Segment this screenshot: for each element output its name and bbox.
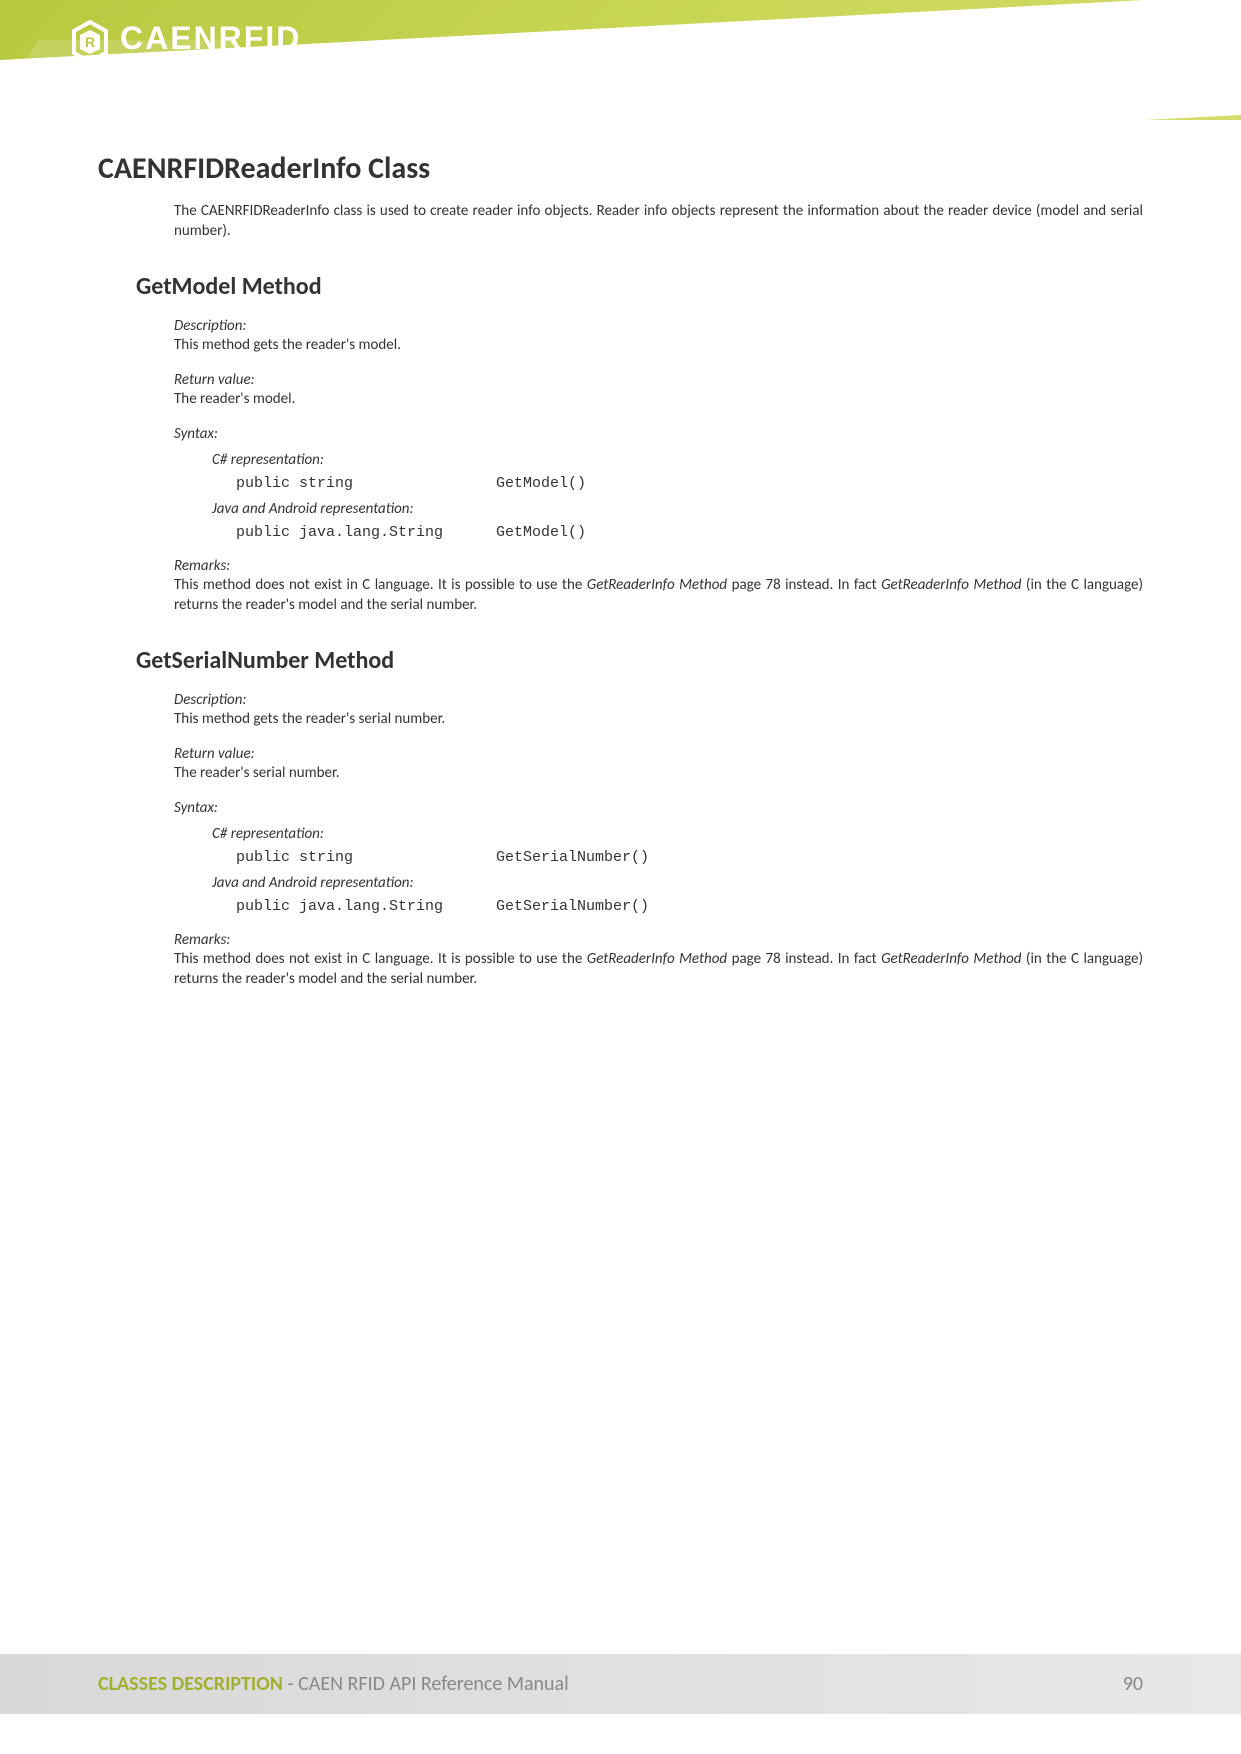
code-left: public string [236,849,496,866]
svg-text:R: R [85,34,95,50]
java-label: Java and Android representation: [212,874,1143,892]
footer-title: CLASSES DESCRIPTION - CAEN RFID API Refe… [98,1672,569,1696]
return-label: Return value: [174,745,1143,763]
return-block: Return value: The reader's model. [174,371,1143,409]
description-block: Description: This method gets the reader… [174,317,1143,355]
description-text: This method gets the reader's serial num… [174,709,1143,729]
content: CAENRFIDReaderInfo Class The CAENRFIDRea… [0,120,1241,990]
logo-icon: R [70,20,110,64]
remarks-pre: This method does not exist in C language… [174,576,587,594]
return-text: The reader's serial number. [174,763,1143,783]
code-right: GetSerialNumber() [496,898,649,915]
description-text: This method gets the reader's model. [174,335,1143,355]
remarks-label: Remarks: [174,557,1143,575]
java-code: public java.lang.String GetSerialNumber(… [236,898,1143,915]
remarks-block: Remarks: This method does not exist in C… [174,557,1143,616]
remarks-block: Remarks: This method does not exist in C… [174,931,1143,990]
intro-text: The CAENRFIDReaderInfo class is used to … [174,201,1143,242]
footer-section: CLASSES DESCRIPTION [98,1672,283,1696]
remarks-link[interactable]: GetReaderInfo Method [587,576,727,594]
logo-main-text: CAENRFID [120,20,301,57]
code-left: public java.lang.String [236,898,496,915]
return-block: Return value: The reader's serial number… [174,745,1143,783]
syntax-block: Syntax: C# representation: public string… [174,425,1143,541]
remarks-text: This method does not exist in C language… [174,949,1143,990]
code-right: GetModel() [496,475,586,492]
remarks-link[interactable]: GetReaderInfo Method [881,576,1021,594]
logo-tagline: THE ART OF IDENTIFICATION [122,55,301,64]
remarks-pre: This method does not exist in C language… [174,950,587,968]
description-label: Description: [174,317,1143,335]
csharp-label: C# representation: [212,825,1143,843]
code-left: public java.lang.String [236,524,496,541]
syntax-block: Syntax: C# representation: public string… [174,799,1143,915]
method-heading: GetModel Method [136,272,1143,301]
syntax-label: Syntax: [174,799,1143,817]
code-left: public string [236,475,496,492]
footer-separator: - [283,1672,298,1696]
remarks-mid: page 78 instead. In fact [727,950,881,968]
remarks-text: This method does not exist in C language… [174,575,1143,616]
java-code: public java.lang.String GetModel() [236,524,1143,541]
remarks-link[interactable]: GetReaderInfo Method [587,950,727,968]
logo: R CAENRFID THE ART OF IDENTIFICATION [70,20,301,64]
description-label: Description: [174,691,1143,709]
return-label: Return value: [174,371,1143,389]
page-number: 90 [1123,1672,1143,1696]
csharp-code: public string GetModel() [236,475,1143,492]
method-heading: GetSerialNumber Method [136,646,1143,675]
csharp-label: C# representation: [212,451,1143,469]
description-block: Description: This method gets the reader… [174,691,1143,729]
code-right: GetModel() [496,524,586,541]
page-title: CAENRFIDReaderInfo Class [98,150,1143,187]
syntax-label: Syntax: [174,425,1143,443]
remarks-mid: page 78 instead. In fact [727,576,881,594]
return-text: The reader's model. [174,389,1143,409]
csharp-code: public string GetSerialNumber() [236,849,1143,866]
remarks-label: Remarks: [174,931,1143,949]
java-label: Java and Android representation: [212,500,1143,518]
remarks-link[interactable]: GetReaderInfo Method [881,950,1021,968]
logo-text: CAENRFID THE ART OF IDENTIFICATION [120,20,301,64]
footer-doc-title: CAEN RFID API Reference Manual [298,1672,569,1696]
page-header: R CAENRFID THE ART OF IDENTIFICATION [0,0,1241,120]
page-footer: CLASSES DESCRIPTION - CAEN RFID API Refe… [0,1654,1241,1714]
code-right: GetSerialNumber() [496,849,649,866]
